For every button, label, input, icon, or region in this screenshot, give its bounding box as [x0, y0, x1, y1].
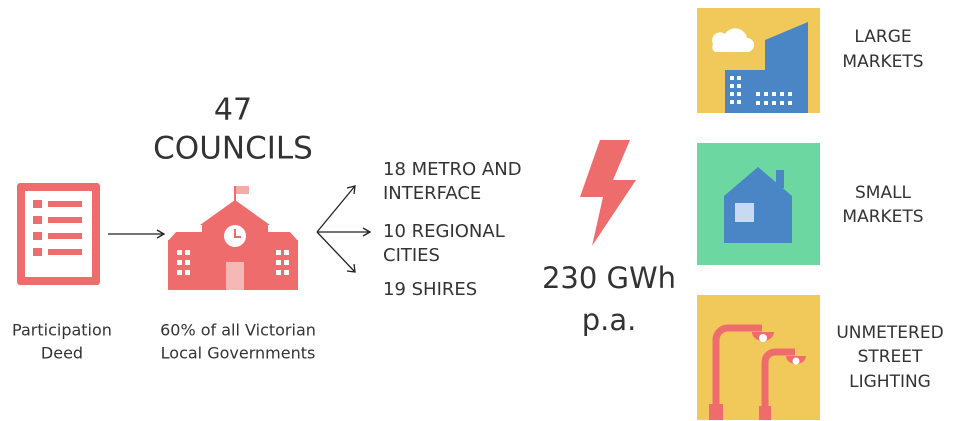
branch-label: CITIES	[383, 245, 440, 266]
lightning-icon	[580, 140, 636, 246]
small-markets-icon	[697, 143, 820, 265]
market-label: SMALL	[855, 183, 912, 203]
councils-label: Local Governments	[161, 344, 316, 363]
deed-label: Participation	[12, 321, 112, 340]
branch-label: INTERFACE	[383, 183, 481, 204]
branches: 18 METRO AND INTERFACE 10 REGIONAL CITIE…	[383, 159, 522, 300]
branch-label: 18 METRO AND	[383, 159, 522, 180]
headline-number: 47	[214, 93, 252, 128]
market-label: MARKETS	[842, 52, 923, 72]
deed-label: Deed	[41, 344, 83, 363]
headline-label: COUNCILS	[153, 131, 313, 167]
energy-value: 230 GWh	[542, 261, 676, 295]
market-label: UNMETERED	[836, 323, 943, 343]
market-label: LIGHTING	[849, 372, 931, 392]
deed-icon	[17, 183, 100, 285]
arrow	[108, 229, 166, 239]
councils-label: 60% of all Victorian	[160, 321, 316, 340]
energy-unit: p.a.	[582, 303, 637, 337]
branch-label: 10 REGIONAL	[383, 221, 505, 242]
market-label: STREET	[858, 347, 923, 367]
market-label: MARKETS	[842, 207, 923, 227]
market-labels: LARGE MARKETS SMALL MARKETS UNMETERED ST…	[836, 27, 943, 392]
large-markets-icon	[697, 8, 820, 113]
street-lighting-icon	[697, 295, 820, 420]
council-icon	[168, 186, 298, 290]
fan-arrows	[316, 185, 372, 273]
market-label: LARGE	[854, 27, 911, 47]
branch-label: 19 SHIRES	[383, 279, 477, 300]
